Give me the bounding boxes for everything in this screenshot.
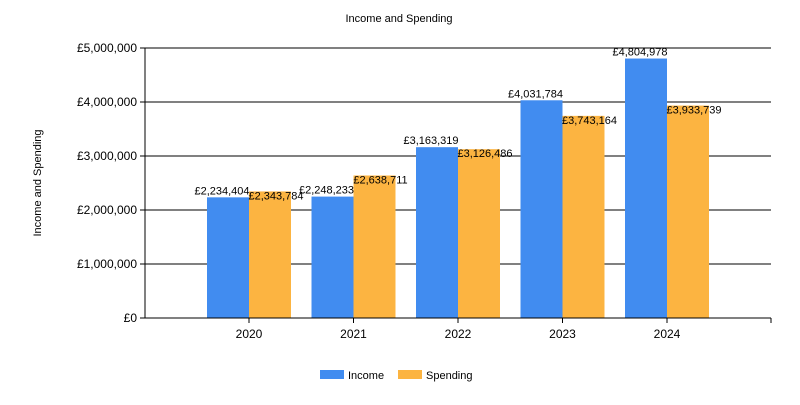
y-tick-label: £4,000,000 [77, 95, 137, 109]
x-tick-label: 2024 [654, 327, 681, 341]
data-label-spending-2022: £3,126,486 [457, 148, 512, 160]
data-label-spending-2023: £3,743,164 [562, 115, 617, 127]
bars [207, 58, 709, 318]
data-label-income-2021: £2,248,233 [299, 185, 354, 197]
x-tick-label: 2021 [340, 327, 367, 341]
data-label-spending-2021: £2,638,711 [353, 175, 407, 187]
y-tick-label: £0 [124, 311, 138, 325]
x-tick-label: 2022 [445, 327, 472, 341]
legend-swatch [398, 370, 422, 379]
y-tick-label: £3,000,000 [77, 149, 137, 163]
chart-title: Income and Spending [345, 13, 452, 25]
data-label-spending-2020: £2,343,784 [248, 190, 303, 202]
legend-label: Income [348, 370, 384, 382]
bar-spending-2020 [249, 191, 291, 318]
bar-income-2020 [207, 197, 249, 318]
x-tick-label: 2023 [549, 327, 576, 341]
bar-income-2024 [625, 58, 667, 318]
bar-spending-2022 [458, 149, 500, 318]
y-tick-label: £2,000,000 [77, 203, 137, 217]
data-label-income-2024: £4,804,978 [612, 47, 667, 59]
y-axis-title: Income and Spending [32, 129, 44, 236]
bar-spending-2024 [667, 105, 709, 318]
data-label-income-2023: £4,031,784 [508, 88, 563, 100]
bar-income-2023 [520, 100, 563, 318]
y-tick-label: £1,000,000 [77, 257, 137, 271]
data-labels: £2,234,404£2,343,784£2,248,233£2,638,711… [194, 47, 721, 203]
bar-spending-2023 [562, 115, 605, 318]
axes: £0 £1,000,000 £2,000,000 £3,000,000 £4,000,0… [77, 41, 772, 341]
data-label-income-2020: £2,234,404 [194, 185, 249, 197]
legend-swatch [320, 370, 344, 379]
bar-spending-2021 [353, 175, 396, 318]
legend-item-income: Income [320, 370, 384, 382]
data-label-income-2022: £3,163,319 [403, 135, 458, 147]
data-label-spending-2024: £3,933,739 [666, 105, 721, 117]
bar-income-2021 [311, 196, 354, 318]
bar-income-2022 [416, 147, 458, 318]
y-tick-label: £5,000,000 [77, 41, 137, 55]
legend-item-spending: Spending [398, 370, 473, 382]
x-tick-label: 2020 [236, 327, 263, 341]
legend-label: Spending [426, 370, 473, 382]
legend: Income Spending [320, 370, 473, 382]
